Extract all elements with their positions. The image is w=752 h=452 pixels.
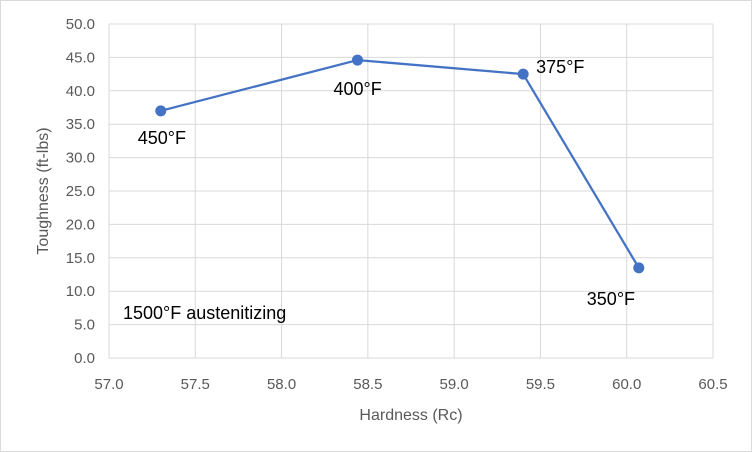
x-tick-label: 59.5	[526, 376, 555, 393]
y-tick-label: 15.0	[66, 250, 95, 267]
data-label: 350°F	[587, 289, 635, 309]
y-tick-label: 40.0	[66, 83, 95, 100]
x-tick-label: 59.0	[440, 376, 469, 393]
x-tick-label: 60.5	[698, 376, 727, 393]
data-label: 400°F	[334, 79, 382, 99]
x-tick-label: 58.0	[267, 376, 296, 393]
y-tick-label: 30.0	[66, 150, 95, 167]
y-tick-label: 50.0	[66, 16, 95, 33]
gridlines	[108, 23, 714, 359]
x-tick-label: 57.0	[94, 376, 123, 393]
y-tick-label: 35.0	[66, 116, 95, 133]
annotation-text: 1500°F austenitizing	[123, 303, 286, 323]
data-labels: 450°F 400°F 375°F 350°F	[138, 57, 635, 309]
y-tick-label: 45.0	[66, 49, 95, 66]
data-point	[155, 105, 167, 117]
y-tick-label: 0.0	[74, 350, 95, 367]
x-tick-label: 57.5	[181, 376, 210, 393]
y-tick-label: 25.0	[66, 183, 95, 200]
x-tick-label: 60.0	[612, 376, 641, 393]
y-tick-label: 10.0	[66, 283, 95, 300]
y-axis-title: Toughness (ft-lbs)	[35, 127, 52, 254]
data-label: 375°F	[536, 57, 584, 77]
data-point	[352, 54, 364, 66]
y-tick-label: 20.0	[66, 216, 95, 233]
x-axis-title: Hardness (Rc)	[359, 407, 462, 424]
axes: 0.0 5.0 10.0 15.0 20.0 25.0 30.0 35.0 40.0 45.0 50…	[66, 16, 728, 393]
data-label: 450°F	[138, 128, 186, 148]
y-tick-label: 5.0	[74, 317, 95, 334]
data-point	[633, 262, 645, 274]
series-line	[160, 58, 640, 269]
data-series	[155, 54, 645, 274]
data-point	[517, 68, 529, 80]
x-tick-label: 58.5	[353, 376, 382, 393]
